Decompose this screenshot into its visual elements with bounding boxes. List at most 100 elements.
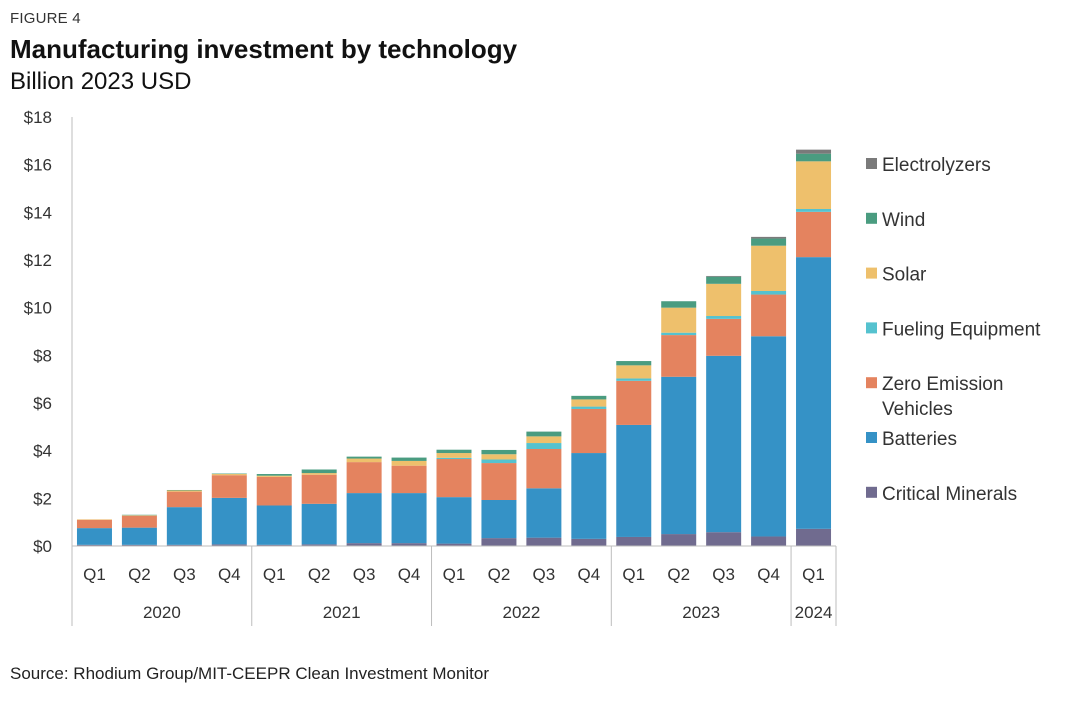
bar-segment [706, 318, 742, 356]
bar-segment [751, 238, 787, 246]
legend-swatch [866, 486, 877, 498]
bar-segment [346, 543, 382, 546]
bar-segment [211, 497, 247, 545]
bar-segment [391, 543, 427, 546]
bar-segment [796, 209, 832, 212]
bar-segment [796, 153, 832, 162]
bar-segment [661, 307, 697, 333]
legend-swatch [866, 267, 877, 279]
bar-segment [571, 399, 607, 407]
bar-segment [301, 544, 337, 546]
bar-segment [256, 544, 292, 546]
bar-segment [436, 457, 472, 460]
x-tick-label: Q4 [757, 565, 780, 584]
bar-segment [571, 406, 607, 409]
bar-segment [301, 503, 337, 545]
bar-segment [346, 456, 382, 459]
bar-segment [481, 538, 517, 546]
bar-segment [166, 491, 202, 508]
bar-segment [211, 474, 247, 476]
y-tick-label: $8 [33, 346, 52, 365]
bar-segment [616, 361, 652, 366]
y-tick-label: $14 [24, 203, 52, 222]
bar-segment [121, 544, 157, 546]
legend-label: Zero Emission [882, 374, 1003, 395]
bar-segment [436, 497, 472, 544]
bar-segment [346, 462, 382, 494]
x-tick-label: Q2 [308, 565, 331, 584]
bar-segment [616, 365, 652, 379]
x-tick-label: Q2 [488, 565, 511, 584]
y-tick-label: $12 [24, 251, 52, 270]
x-tick-label: Q2 [667, 565, 690, 584]
x-group-label: 2020 [143, 603, 181, 622]
bar-segment [346, 493, 382, 544]
y-tick-label: $6 [33, 394, 52, 413]
bar-segment [256, 474, 292, 476]
x-axis: Q1 Q2 Q3 Q4 Q1 Q2 Q3 Q4 Q1 Q2 Q3 Q4 Q1 Q2 Q3 Q4 Q1 2020 20… [71, 545, 837, 626]
bar-segment [211, 475, 247, 498]
bar-segment [751, 336, 787, 537]
bar-segment [661, 376, 697, 535]
x-tick-label: Q4 [398, 565, 421, 584]
bar-segment [796, 161, 832, 209]
bar-segment [166, 544, 202, 546]
figure-label: FIGURE 4 [10, 10, 81, 27]
x-tick-label: Q1 [263, 565, 286, 584]
x-tick-label: Q1 [802, 565, 825, 584]
bar-segment [796, 149, 832, 154]
legend-label: Fueling Equipment [882, 319, 1041, 340]
bar-segment [661, 332, 697, 336]
bar-segment [211, 544, 247, 546]
bar-segment [481, 454, 517, 460]
legend-swatch [866, 158, 877, 169]
bar-segment [526, 436, 562, 444]
x-tick-label: Q3 [353, 565, 376, 584]
bar-segment [616, 424, 652, 537]
x-group-label: 2024 [795, 603, 833, 622]
x-tick-label: Q1 [443, 565, 466, 584]
bar-segment [706, 275, 742, 277]
y-axis: $0 $2 $4 $6 $8 $10 $12 $14 $16 $18 [24, 108, 73, 556]
bar-segment [301, 474, 337, 504]
bar-segment [391, 460, 427, 466]
legend-label: Wind [882, 210, 925, 231]
bar-segment [616, 536, 652, 546]
bar-segment [796, 211, 832, 258]
bar-segment [751, 236, 787, 239]
bar-segment [301, 473, 337, 475]
bar-segment [571, 408, 607, 454]
y-tick-label: $0 [33, 537, 52, 556]
legend: Electrolyzers Wind Solar Fueling Equipment Z… [866, 155, 1041, 505]
bar-segment [706, 355, 742, 533]
bar-segment [121, 527, 157, 545]
bar-segment [76, 519, 112, 529]
bar-segment [661, 301, 697, 308]
x-tick-label: Q4 [577, 565, 600, 584]
bar-segment [706, 316, 742, 319]
x-tick-label: Q1 [622, 565, 645, 584]
chart-title: Manufacturing investment by technology [10, 34, 518, 64]
bar-segment [391, 457, 427, 461]
legend-swatch [866, 377, 877, 389]
x-group-label: 2023 [682, 603, 720, 622]
bar-segment [751, 290, 787, 295]
bar-segment [166, 507, 202, 545]
bar-segment [706, 532, 742, 546]
legend-label: Critical Minerals [882, 484, 1017, 505]
bar-segment [256, 476, 292, 506]
bar-segment [526, 449, 562, 489]
legend-swatch [866, 212, 877, 224]
bar-segment [301, 469, 337, 474]
bar-segment [616, 380, 652, 425]
bar-stacks [76, 149, 832, 546]
bar-segment [796, 257, 832, 529]
bar-segment [436, 543, 472, 546]
bar-segment [436, 449, 472, 454]
y-tick-label: $18 [24, 108, 52, 127]
y-tick-label: $4 [33, 442, 52, 461]
legend-label: Electrolyzers [882, 155, 991, 176]
bar-segment [526, 431, 562, 437]
bar-segment [616, 378, 652, 381]
